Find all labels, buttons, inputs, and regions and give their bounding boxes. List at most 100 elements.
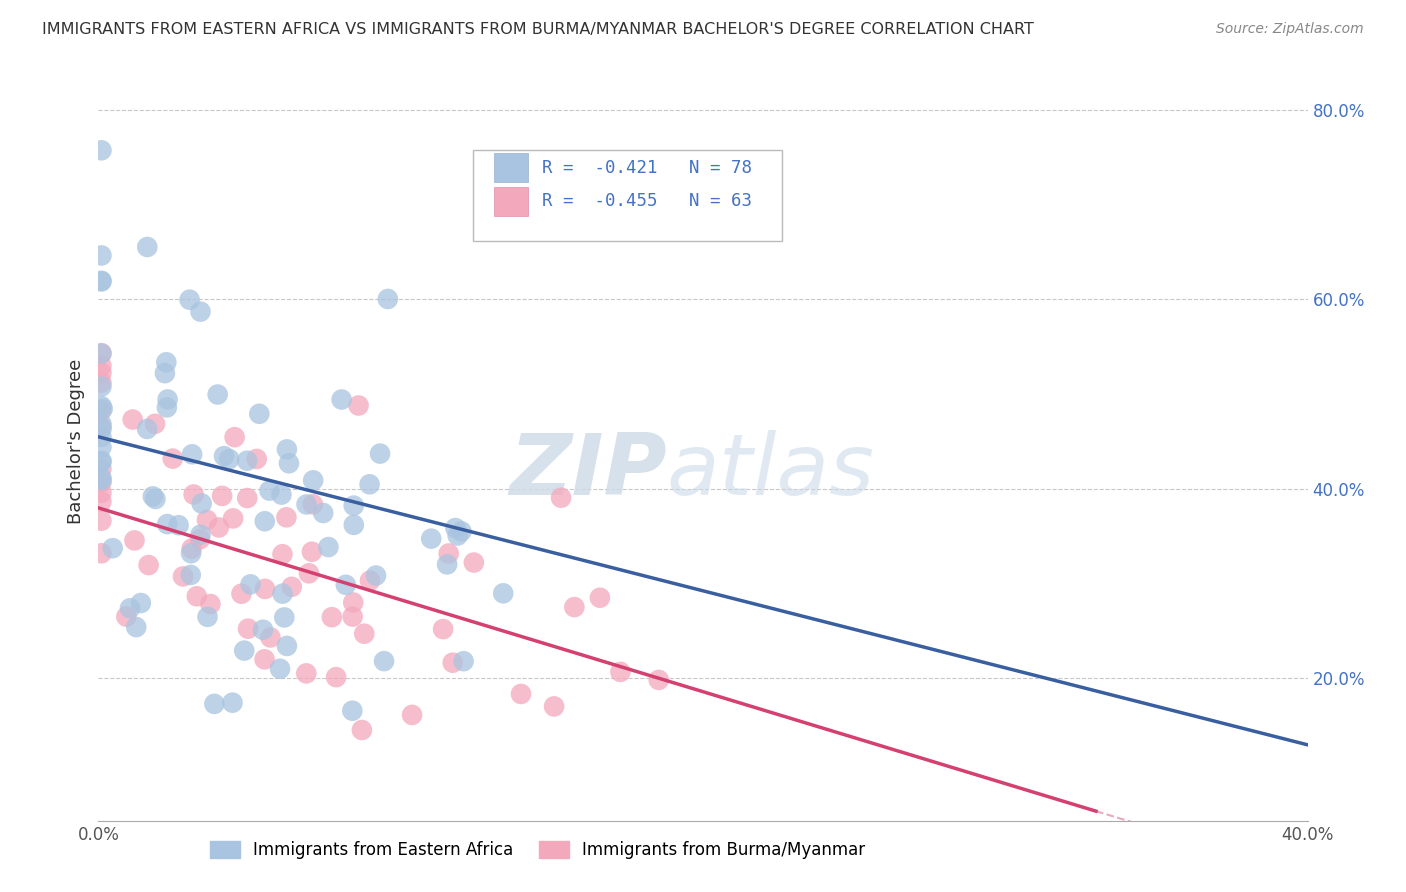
Point — [436, 558, 458, 572]
Point — [207, 387, 229, 401]
Point — [318, 540, 340, 554]
Point — [90, 144, 112, 158]
Point — [156, 401, 179, 415]
Point — [180, 546, 202, 560]
Point — [90, 454, 112, 468]
Point — [218, 452, 240, 467]
Text: Source: ZipAtlas.com: Source: ZipAtlas.com — [1216, 22, 1364, 37]
Point — [276, 442, 298, 457]
Point — [142, 489, 165, 503]
Point — [441, 656, 464, 670]
Point — [208, 520, 231, 534]
Point — [271, 587, 294, 601]
Point — [200, 597, 222, 611]
Point — [195, 513, 218, 527]
Point — [90, 546, 112, 560]
Point — [377, 292, 399, 306]
Point — [350, 723, 373, 737]
Point — [298, 566, 321, 581]
Point — [325, 670, 347, 684]
Text: ZIP: ZIP — [509, 430, 666, 514]
Point — [179, 293, 201, 307]
Point — [186, 589, 208, 603]
Point — [312, 506, 335, 520]
Point — [180, 541, 202, 556]
Point — [342, 704, 364, 718]
Point — [295, 498, 318, 512]
Point — [236, 491, 259, 505]
Point — [101, 541, 124, 556]
Point — [589, 591, 612, 605]
Point — [143, 417, 166, 431]
Point — [359, 574, 381, 588]
Point — [231, 587, 253, 601]
Point — [136, 240, 159, 254]
Point — [401, 707, 423, 722]
Y-axis label: Bachelor's Degree: Bachelor's Degree — [66, 359, 84, 524]
Point — [156, 392, 179, 407]
Point — [90, 275, 112, 289]
Legend: Immigrants from Eastern Africa, Immigrants from Burma/Myanmar: Immigrants from Eastern Africa, Immigran… — [204, 834, 872, 865]
Point — [183, 487, 205, 501]
Point — [510, 687, 533, 701]
Point — [343, 499, 366, 513]
Text: R =  -0.421   N = 78: R = -0.421 N = 78 — [543, 159, 752, 177]
Point — [162, 451, 184, 466]
FancyBboxPatch shape — [474, 150, 782, 241]
Point — [343, 517, 366, 532]
Point — [432, 622, 454, 636]
Point — [247, 407, 270, 421]
Point — [211, 489, 233, 503]
Point — [118, 601, 141, 615]
Point — [342, 609, 364, 624]
Point — [648, 673, 671, 687]
Point — [550, 491, 572, 505]
Point — [90, 462, 112, 476]
Point — [124, 533, 146, 548]
Point — [90, 376, 112, 390]
Point — [420, 532, 443, 546]
Point — [212, 449, 235, 463]
Text: IMMIGRANTS FROM EASTERN AFRICA VS IMMIGRANTS FROM BURMA/MYANMAR BACHELOR'S DEGRE: IMMIGRANTS FROM EASTERN AFRICA VS IMMIGR… — [42, 22, 1033, 37]
Point — [129, 596, 152, 610]
Point — [359, 477, 381, 491]
Point — [347, 399, 370, 413]
Point — [90, 475, 112, 490]
Point — [90, 420, 112, 434]
Point — [90, 359, 112, 373]
Point — [224, 430, 246, 444]
Point — [155, 355, 177, 369]
Point — [167, 518, 190, 533]
Point — [90, 455, 112, 469]
Point — [115, 609, 138, 624]
Point — [90, 274, 112, 288]
Point — [136, 422, 159, 436]
Point — [301, 545, 323, 559]
Point — [562, 600, 585, 615]
Point — [90, 485, 112, 500]
Point — [368, 447, 391, 461]
Point — [301, 497, 323, 511]
Point — [236, 453, 259, 467]
Point — [364, 568, 387, 582]
Point — [197, 610, 219, 624]
Point — [90, 399, 112, 413]
Point — [90, 403, 112, 417]
Point — [444, 521, 467, 535]
Point — [271, 547, 294, 561]
Point — [342, 595, 364, 609]
Point — [233, 643, 256, 657]
Point — [330, 392, 353, 407]
Point — [188, 532, 211, 546]
Point — [90, 248, 112, 262]
Point — [239, 577, 262, 591]
Point — [90, 471, 112, 485]
Point — [90, 417, 112, 431]
Point — [609, 665, 631, 679]
Point — [259, 631, 281, 645]
Point — [321, 610, 343, 624]
Point — [273, 610, 295, 624]
Point — [90, 366, 112, 380]
Point — [450, 524, 472, 539]
Point — [153, 366, 176, 380]
